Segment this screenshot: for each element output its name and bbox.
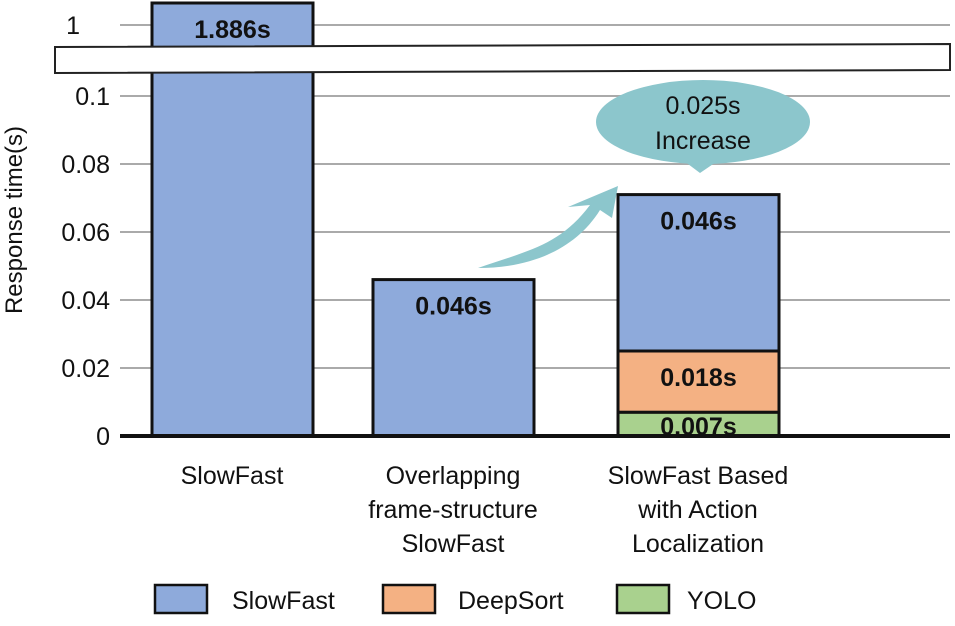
y-tick-label: 0.02 xyxy=(61,355,110,383)
y-axis-label: Response time(s) xyxy=(1,126,28,314)
y-tick-label: 0.1 xyxy=(75,83,110,111)
x-tick-label: SlowFast Based xyxy=(608,462,789,490)
legend-swatch-slowfast xyxy=(153,583,209,615)
legend-swatch-yolo xyxy=(615,583,671,615)
callout-bubble xyxy=(596,80,810,164)
bar-slowfast-2 xyxy=(616,193,781,353)
callout-line-2: Increase xyxy=(655,127,751,155)
x-tick-label: SlowFast xyxy=(402,530,505,558)
x-tick-label: Overlapping xyxy=(386,462,521,490)
callout-line-1: 0.025s xyxy=(665,92,740,120)
increase-annotation: 0.025s Increase xyxy=(478,80,810,268)
legend: SlowFast DeepSort YOLO xyxy=(153,583,756,615)
callout-pointer xyxy=(680,158,722,173)
axes: 0 0.02 0.04 0.06 0.08 0.1 1 xyxy=(61,12,950,451)
y-tick-label: 0.06 xyxy=(61,219,110,247)
y-tick-label: 0 xyxy=(96,423,110,451)
x-tick-labels: SlowFast Overlapping frame-structure SlowFa… xyxy=(181,462,789,558)
data-label: 0.046s xyxy=(660,208,736,236)
data-label: 0.046s xyxy=(415,293,491,321)
data-label: 0.018s xyxy=(660,364,736,392)
legend-label: YOLO xyxy=(687,587,756,615)
x-tick-label: with Action xyxy=(637,496,758,524)
axis-break-band xyxy=(54,42,951,75)
y-tick-label: 0.04 xyxy=(61,287,110,315)
x-tick-label: SlowFast xyxy=(181,462,284,490)
legend-label: SlowFast xyxy=(232,587,335,615)
x-tick-label: frame-structure xyxy=(368,496,537,524)
data-label: 1.886s xyxy=(194,16,270,44)
y-tick-label: 0.08 xyxy=(61,151,110,179)
legend-label: DeepSort xyxy=(458,587,564,615)
x-tick-label: Localization xyxy=(632,530,764,558)
legend-swatch-deepsort xyxy=(381,583,437,615)
increase-arrow xyxy=(478,186,618,268)
y-tick-label: 1 xyxy=(66,12,80,40)
